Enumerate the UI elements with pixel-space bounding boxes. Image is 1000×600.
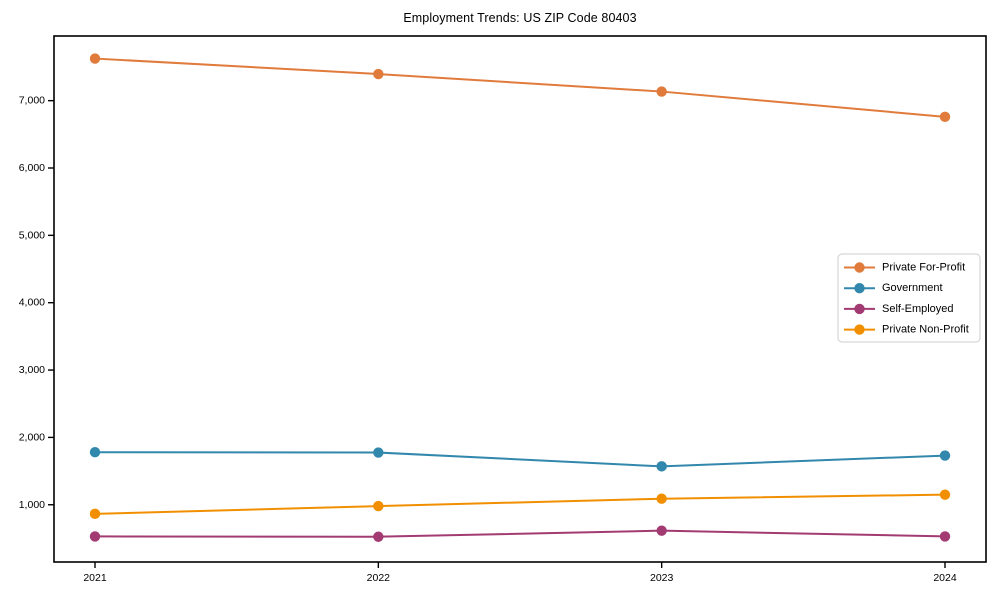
data-point-private-for-profit [939, 111, 951, 123]
y-axis-tick-label: 1,000 [19, 499, 45, 511]
x-axis-tick-label: 2024 [933, 572, 957, 584]
legend-item-private-non-profit: Private Non-Profit [844, 324, 969, 336]
data-point-private-non-profit [656, 493, 667, 504]
x-axis-tick-label: 2021 [83, 572, 107, 584]
data-point-government [89, 447, 101, 458]
series-line-private-for-profit [94, 57, 946, 118]
data-point-private-non-profit [89, 508, 101, 520]
y-axis-tick-label: 7,000 [19, 95, 45, 107]
plot-area-border [53, 35, 987, 563]
data-point-self-employed [656, 525, 667, 536]
data-point-self-employed [939, 531, 951, 542]
series-line-government [94, 451, 946, 468]
data-point-private-for-profit [656, 86, 667, 97]
chart-title: Employment Trends: US ZIP Code 80403 [403, 11, 637, 25]
data-point-private-non-profit [373, 500, 384, 512]
x-axis-tick-label: 2022 [367, 572, 391, 584]
y-axis-tick-label: 6,000 [19, 162, 45, 174]
data-point-private-for-profit [89, 53, 101, 64]
y-axis-tick-label: 3,000 [19, 364, 45, 376]
y-axis-tick-label: 4,000 [19, 297, 45, 309]
data-point-government [939, 450, 951, 461]
data-point-government [656, 461, 667, 472]
legend-marker-dot [854, 303, 865, 315]
series-line-private-non-profit [94, 493, 946, 515]
legend-item-private-for-profit: Private For-Profit [844, 262, 965, 274]
data-point-private-non-profit [939, 489, 951, 500]
legend-box [837, 253, 981, 343]
y-axis-tick-label: 5,000 [19, 229, 45, 241]
legend-marker-dot [854, 283, 865, 294]
legend-marker-dot [854, 262, 865, 273]
legend-item-government: Government [844, 282, 943, 294]
legend-item-label: Private For-Profit [882, 262, 965, 274]
data-point-private-for-profit [373, 68, 384, 80]
x-axis-tick-label: 2023 [650, 572, 674, 584]
data-point-self-employed [89, 531, 101, 542]
y-axis-tick-label: 2,000 [19, 431, 45, 443]
legend-item-label: Government [882, 282, 943, 294]
data-point-government [373, 447, 384, 458]
legend-marker-dot [854, 324, 865, 335]
legend-item-label: Self-Employed [882, 303, 954, 315]
series-line-self-employed [94, 529, 946, 538]
data-point-self-employed [373, 531, 384, 542]
legend-item-label: Private Non-Profit [882, 324, 969, 336]
legend-item-self-employed: Self-Employed [844, 303, 954, 315]
